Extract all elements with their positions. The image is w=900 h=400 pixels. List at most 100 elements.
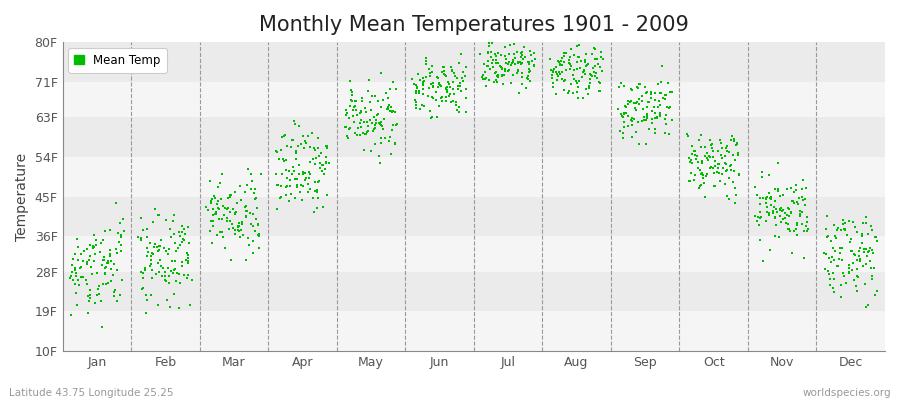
Point bbox=[342, 126, 356, 132]
Point bbox=[426, 95, 440, 102]
Point bbox=[239, 182, 254, 188]
Point bbox=[524, 52, 538, 58]
Point bbox=[208, 211, 222, 217]
Point bbox=[425, 63, 439, 69]
Point bbox=[818, 266, 832, 272]
Point bbox=[69, 290, 84, 296]
Point bbox=[723, 163, 737, 170]
Point bbox=[500, 56, 514, 63]
Point bbox=[795, 185, 809, 192]
Point bbox=[432, 81, 446, 88]
Point bbox=[859, 304, 873, 310]
Point bbox=[573, 64, 588, 71]
Point bbox=[223, 191, 238, 198]
Point bbox=[447, 91, 462, 98]
Point bbox=[785, 250, 799, 256]
Point bbox=[842, 268, 857, 275]
Point bbox=[860, 220, 874, 226]
Point bbox=[404, 76, 419, 82]
Point bbox=[632, 140, 646, 147]
Point bbox=[491, 60, 506, 66]
Point bbox=[644, 108, 659, 114]
Point bbox=[722, 174, 736, 181]
Point bbox=[512, 90, 526, 96]
Point bbox=[628, 104, 643, 111]
Point bbox=[658, 96, 672, 102]
Point bbox=[246, 211, 260, 218]
Point bbox=[250, 232, 265, 238]
Point bbox=[108, 287, 122, 293]
Point bbox=[587, 45, 601, 51]
Point bbox=[165, 257, 179, 264]
Point bbox=[386, 79, 400, 85]
Point bbox=[288, 176, 302, 182]
Point bbox=[625, 117, 639, 124]
Point bbox=[580, 62, 594, 68]
Point bbox=[842, 262, 856, 268]
Point bbox=[158, 217, 173, 223]
Point bbox=[752, 237, 767, 243]
Point bbox=[624, 117, 638, 124]
Point bbox=[416, 74, 430, 81]
Point bbox=[272, 156, 286, 162]
Point bbox=[694, 144, 708, 150]
Point bbox=[98, 271, 112, 277]
Point bbox=[545, 80, 560, 86]
Point bbox=[868, 292, 883, 298]
Point bbox=[425, 114, 439, 120]
Point bbox=[223, 194, 238, 200]
Point bbox=[175, 263, 189, 270]
Point bbox=[482, 40, 496, 46]
Point bbox=[706, 164, 720, 171]
Point bbox=[360, 119, 374, 125]
Point bbox=[502, 58, 517, 65]
Point bbox=[383, 104, 398, 111]
Point bbox=[869, 238, 884, 244]
Point bbox=[232, 219, 247, 226]
Point bbox=[549, 63, 563, 70]
Point bbox=[409, 105, 423, 112]
Point bbox=[619, 110, 634, 117]
Point bbox=[581, 85, 596, 92]
Point bbox=[87, 251, 102, 257]
Point bbox=[763, 194, 778, 200]
Point bbox=[481, 50, 495, 56]
Point bbox=[348, 102, 363, 109]
Point bbox=[246, 223, 260, 229]
Point bbox=[845, 248, 859, 254]
Point bbox=[148, 271, 163, 277]
Point bbox=[166, 267, 181, 273]
Point bbox=[625, 114, 639, 121]
Point bbox=[339, 112, 354, 118]
Point bbox=[245, 178, 259, 184]
Point bbox=[204, 240, 219, 246]
Point bbox=[774, 205, 788, 211]
Point bbox=[789, 182, 804, 188]
Point bbox=[69, 236, 84, 242]
Point bbox=[694, 171, 708, 178]
Point bbox=[101, 280, 115, 286]
Point bbox=[224, 257, 238, 263]
Point bbox=[109, 246, 123, 252]
Point bbox=[204, 198, 219, 204]
Point bbox=[827, 257, 842, 263]
Point bbox=[581, 61, 596, 67]
Point bbox=[507, 58, 521, 65]
Point bbox=[753, 201, 768, 207]
Point bbox=[297, 144, 311, 151]
Point bbox=[496, 81, 510, 87]
Point bbox=[317, 171, 331, 178]
Point bbox=[91, 286, 105, 292]
Point bbox=[825, 254, 840, 260]
Point bbox=[209, 211, 223, 218]
Point bbox=[625, 133, 639, 140]
Point bbox=[662, 105, 677, 111]
Point bbox=[571, 95, 585, 101]
Point bbox=[551, 57, 565, 64]
Point bbox=[356, 146, 371, 153]
Point bbox=[356, 119, 371, 126]
Point bbox=[271, 182, 285, 188]
Point bbox=[103, 252, 117, 259]
Point bbox=[639, 90, 653, 96]
Point bbox=[220, 218, 234, 224]
